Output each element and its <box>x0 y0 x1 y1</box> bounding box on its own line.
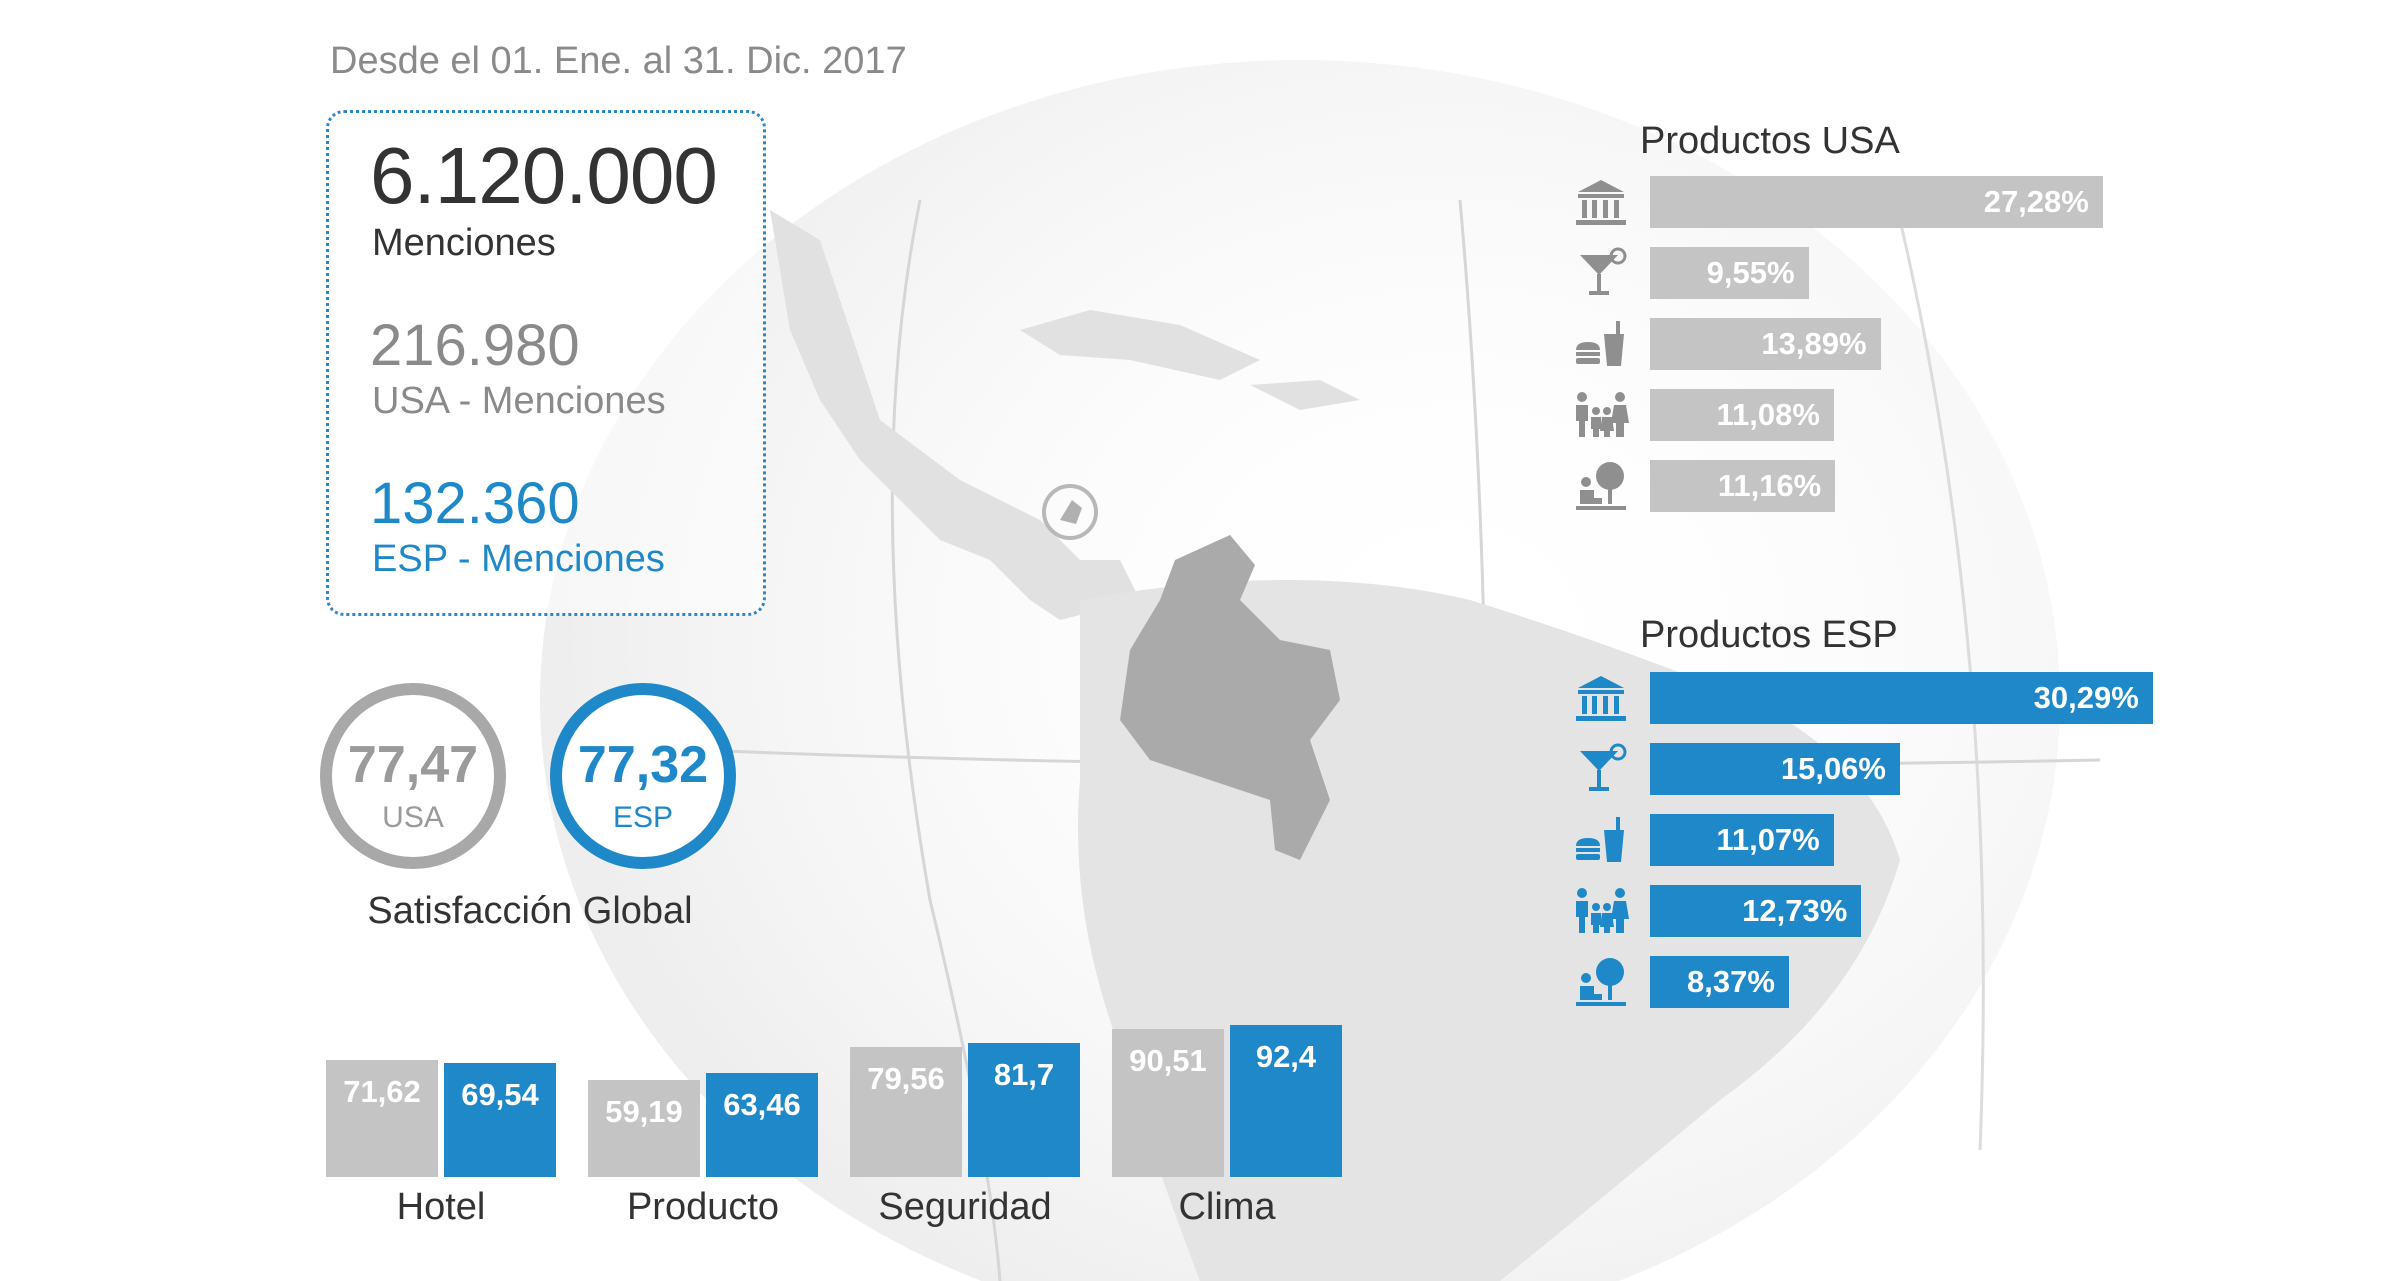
esp-mentions-value: 132.360 <box>370 471 580 536</box>
products-esp-title: Productos ESP <box>1640 614 1898 656</box>
satisfaction-title: Satisfacción Global <box>367 890 693 932</box>
family-icon <box>1572 389 1630 441</box>
esp-satisfaction-label: ESP <box>612 801 674 834</box>
bar-esp-seguridad: 81,7 <box>968 1043 1080 1177</box>
usa-satisfaction-label: USA <box>382 801 444 834</box>
bar-esp-producto: 63,46 <box>706 1072 818 1177</box>
products-esp-bar-5: 8,37% <box>1650 956 1789 1008</box>
products-usa-title: Productos USA <box>1640 120 1900 162</box>
cocktail-icon <box>1572 247 1630 299</box>
products-esp-bar-1: 30,29% <box>1650 672 2153 724</box>
family-icon <box>1572 885 1630 937</box>
usa-satisfaction-value: 77,47 <box>347 736 479 794</box>
mentions-box <box>326 110 766 616</box>
period-label: Desde el 01. Ene. al 31. Dic. 2017 <box>330 40 907 82</box>
museum-icon <box>1572 672 1630 724</box>
kids-play-icon <box>1572 460 1630 512</box>
food-drink-icon <box>1572 814 1630 866</box>
category-label-seguridad: Seguridad <box>878 1186 1052 1228</box>
cocktail-icon <box>1572 743 1630 795</box>
products-usa-bar-4: 11,08% <box>1650 389 1834 441</box>
esp-mentions-label: ESP - Menciones <box>372 538 665 580</box>
products-esp-bar-3: 11,07% <box>1650 814 1834 866</box>
bar-usa-producto: 59,19 <box>588 1079 700 1177</box>
products-esp-bar-4: 12,73% <box>1650 885 1862 937</box>
products-esp-bar-2: 15,06% <box>1650 743 1900 795</box>
bar-usa-hotel: 71,62 <box>326 1059 438 1177</box>
usa-mentions-value: 216.980 <box>370 313 580 378</box>
esp-satisfaction-value: 77,32 <box>577 736 709 794</box>
category-label-hotel: Hotel <box>396 1186 486 1228</box>
museum-icon <box>1572 176 1630 228</box>
bar-esp-clima: 92,4 <box>1230 1025 1342 1177</box>
bar-usa-seguridad: 79,56 <box>850 1046 962 1177</box>
esp-satisfaction-ring: 77,32 ESP <box>550 683 736 869</box>
products-usa-bar-1: 27,28% <box>1650 176 2103 228</box>
category-label-clima: Clima <box>1178 1186 1276 1228</box>
category-label-producto: Producto <box>626 1186 780 1228</box>
usa-mentions-label: USA - Menciones <box>372 380 666 422</box>
kids-play-icon <box>1572 956 1630 1008</box>
bar-esp-hotel: 69,54 <box>444 1062 556 1177</box>
products-usa-bar-2: 9,55% <box>1650 247 1809 299</box>
bar-usa-clima: 90,51 <box>1112 1028 1224 1177</box>
products-usa-bar-5: 11,16% <box>1650 460 1836 512</box>
total-mentions-value: 6.120.000 <box>370 131 718 220</box>
usa-satisfaction-ring: 77,47 USA <box>320 683 506 869</box>
total-mentions-label: Menciones <box>372 222 556 264</box>
food-drink-icon <box>1572 318 1630 370</box>
products-usa-bar-3: 13,89% <box>1650 318 1881 370</box>
